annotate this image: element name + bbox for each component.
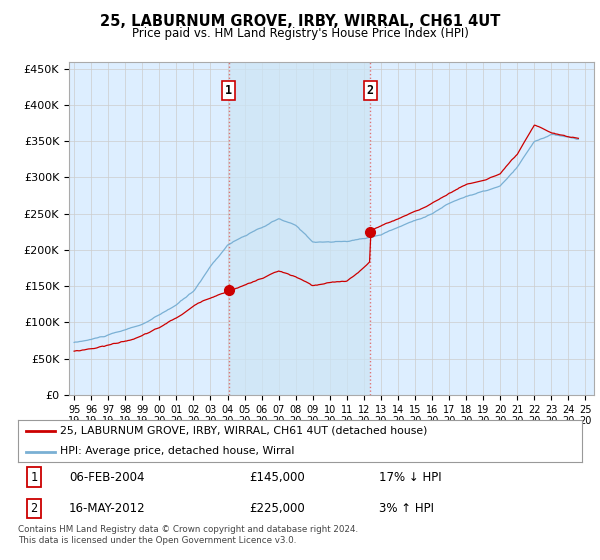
Text: 17% ↓ HPI: 17% ↓ HPI (379, 470, 442, 484)
Text: 16-MAY-2012: 16-MAY-2012 (69, 502, 145, 515)
Text: 1: 1 (31, 470, 38, 484)
Bar (577, 62, 594, 395)
Text: Price paid vs. HM Land Registry's House Price Index (HPI): Price paid vs. HM Land Registry's House … (131, 27, 469, 40)
Text: 25, LABURNUM GROVE, IRBY, WIRRAL, CH61 4UT: 25, LABURNUM GROVE, IRBY, WIRRAL, CH61 4… (100, 14, 500, 29)
Text: 06-FEB-2004: 06-FEB-2004 (69, 470, 144, 484)
Bar (229, 62, 370, 395)
Text: £225,000: £225,000 (249, 502, 305, 515)
Text: HPI: Average price, detached house, Wirral: HPI: Average price, detached house, Wirr… (60, 446, 295, 456)
Text: 2: 2 (367, 84, 374, 97)
Text: 2: 2 (31, 502, 38, 515)
Text: 1: 1 (226, 84, 232, 97)
Text: 3% ↑ HPI: 3% ↑ HPI (379, 502, 434, 515)
Text: Contains HM Land Registry data © Crown copyright and database right 2024.
This d: Contains HM Land Registry data © Crown c… (18, 525, 358, 545)
Text: 25, LABURNUM GROVE, IRBY, WIRRAL, CH61 4UT (detached house): 25, LABURNUM GROVE, IRBY, WIRRAL, CH61 4… (60, 426, 428, 436)
Text: £145,000: £145,000 (249, 470, 305, 484)
